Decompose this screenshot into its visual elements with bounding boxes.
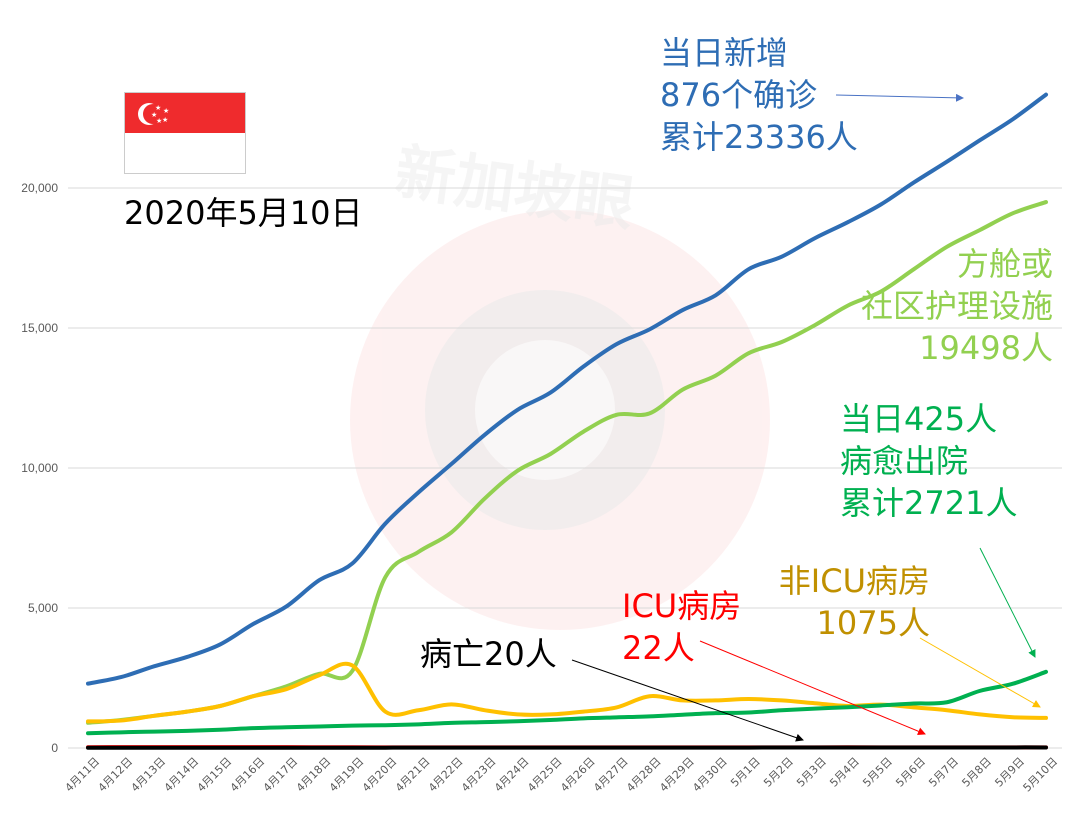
cumulative-annotation-line: 累计23336人 <box>660 118 858 156</box>
series-line-non-icu <box>86 661 1048 724</box>
icu-arrow <box>699 640 926 736</box>
non-icu-arrow <box>919 637 1041 708</box>
date-label: 2020年5月10日 <box>124 194 363 232</box>
x-tick-label: 4月19日 <box>327 755 367 795</box>
y-tick-label: 10,000 <box>21 461 58 475</box>
deaths-arrow <box>571 659 804 742</box>
x-tick-label: 4月16日 <box>228 755 268 795</box>
icu-annotation: ICU病房 22人 <box>622 585 741 669</box>
x-tick-label: 5月8日 <box>959 755 994 790</box>
singapore-flag-icon: ★ ★ ★ ★ ★ <box>124 92 246 174</box>
discharged-annotation-line: 当日425人 <box>840 400 998 438</box>
y-axis: 0 5,000 10,000 15,000 20,000 <box>21 181 58 755</box>
svg-text:★: ★ <box>163 107 169 115</box>
discharged-annotation-line: 病愈出院 <box>840 442 969 480</box>
y-tick-label: 5,000 <box>28 601 58 615</box>
x-tick-label: 4月18日 <box>294 755 334 795</box>
x-tick-label: 4月12日 <box>96 755 136 795</box>
x-tick-label: 4月14日 <box>162 755 202 795</box>
non-icu-annotation: 非ICU病房 1075人 <box>770 560 930 644</box>
deaths-annotation: 病亡20人 <box>420 633 557 675</box>
x-tick-label: 5月2日 <box>761 755 796 790</box>
x-tick-label: 4月21日 <box>393 755 433 795</box>
non-icu-annotation-line: 1075人 <box>816 604 930 642</box>
series-line-cumulative <box>86 92 1048 686</box>
svg-text:★: ★ <box>156 117 162 125</box>
x-tick-label: 4月27日 <box>591 755 631 795</box>
icu-annotation-line: ICU病房 <box>622 587 742 625</box>
x-tick-label: 4月20日 <box>360 755 400 795</box>
cumulative-arrow <box>835 93 964 102</box>
svg-text:★: ★ <box>155 104 161 112</box>
watermark-circle <box>350 210 770 630</box>
svg-text:★: ★ <box>162 116 168 124</box>
x-tick-label: 4月23日 <box>459 755 499 795</box>
x-tick-label: 5月3日 <box>794 755 829 790</box>
x-tick-label: 4月13日 <box>129 755 169 795</box>
x-tick-label: 5月7日 <box>926 755 961 790</box>
x-tick-label: 5月5日 <box>860 755 895 790</box>
x-tick-label: 5月10日 <box>1021 755 1061 795</box>
community-annotation-line: 社区护理设施 <box>860 287 1053 325</box>
discharged-annotation-line: 累计2721人 <box>840 484 1018 522</box>
cumulative-annotation-line: 876个确诊 <box>660 76 818 114</box>
svg-text:★: ★ <box>151 111 157 119</box>
community-annotation-line: 19498人 <box>919 329 1053 367</box>
x-tick-label: 5月6日 <box>893 755 928 790</box>
cumulative-annotation-line: 当日新增 <box>660 34 789 72</box>
watermark-hole <box>475 340 615 480</box>
series-lines <box>86 92 1048 750</box>
y-tick-label: 0 <box>51 741 58 755</box>
x-tick-label: 4月17日 <box>261 755 301 795</box>
x-tick-label: 4月24日 <box>492 755 532 795</box>
series-line-discharged <box>86 669 1048 736</box>
icu-annotation-line: 22人 <box>622 629 695 667</box>
y-tick-label: 15,000 <box>21 321 58 335</box>
x-tick-label: 4月28日 <box>624 755 664 795</box>
y-tick-label: 20,000 <box>21 181 58 195</box>
deaths-annotation-line: 病亡20人 <box>420 635 557 673</box>
non-icu-annotation-line: 非ICU病房 <box>778 562 930 600</box>
community-annotation: 方舱或 社区护理设施 19498人 <box>861 243 1053 369</box>
x-tick-label: 4月26日 <box>558 755 598 795</box>
x-tick-label: 4月11日 <box>63 755 103 795</box>
discharged-annotation: 当日425人 病愈出院 累计2721人 <box>840 398 1017 524</box>
cumulative-annotation: 当日新增 876个确诊 累计23336人 <box>660 32 858 158</box>
discharged-arrow <box>979 547 1036 658</box>
x-tick-label: 4月22日 <box>426 755 466 795</box>
x-tick-label: 4月30日 <box>690 755 730 795</box>
x-tick-label: 5月1日 <box>728 755 763 790</box>
x-tick-label: 5月4日 <box>827 755 862 790</box>
community-annotation-line: 方舱或 <box>956 245 1053 283</box>
x-tick-label: 4月29日 <box>657 755 697 795</box>
x-tick-label: 4月25日 <box>525 755 565 795</box>
x-axis: 4月11日4月12日4月13日4月14日4月15日4月16日4月17日4月18日… <box>63 755 1061 795</box>
x-tick-label: 4月15日 <box>195 755 235 795</box>
